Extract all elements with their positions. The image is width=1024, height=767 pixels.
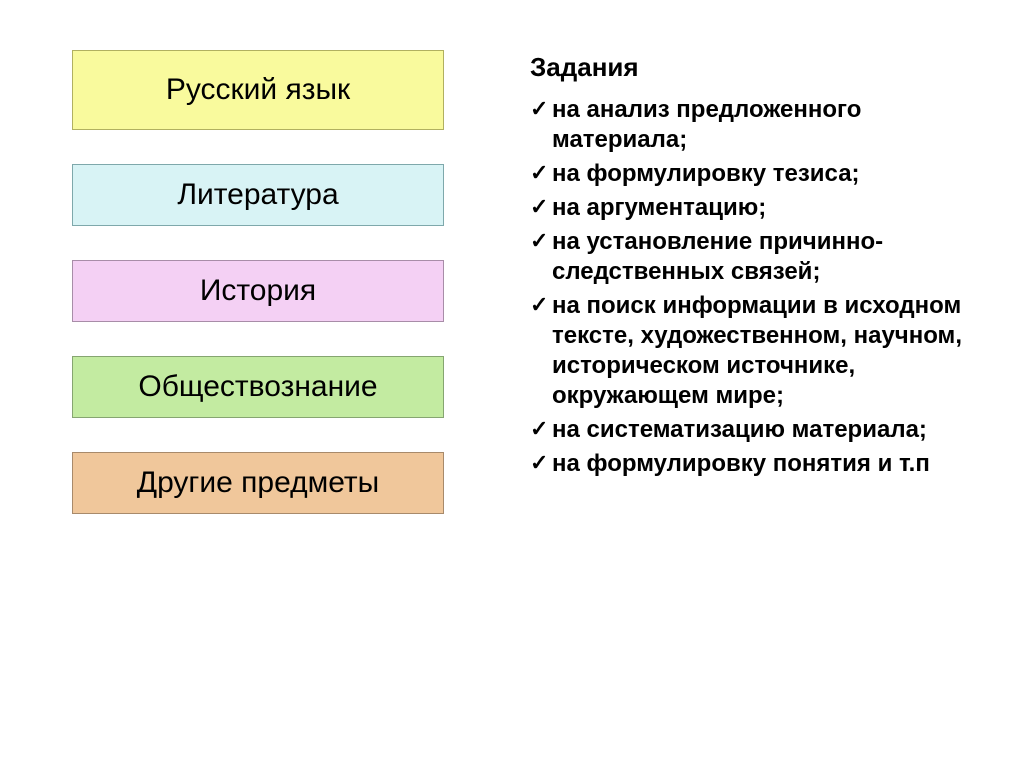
subject-box-other: Другие предметы <box>72 452 444 514</box>
subject-box-social: Обществознание <box>72 356 444 418</box>
subject-box-russian: Русский язык <box>72 50 444 130</box>
tasks-title: Задания <box>530 52 974 83</box>
task-item: на установление причинно-следственных св… <box>530 227 974 287</box>
task-item: на поиск информации в исходном тексте, х… <box>530 291 974 411</box>
task-item: на систематизацию материала; <box>530 415 974 445</box>
task-item: на анализ предложенного материала; <box>530 95 974 155</box>
task-item: на аргументацию; <box>530 193 974 223</box>
subject-box-literature: Литература <box>72 164 444 226</box>
task-item: на формулировку понятия и т.п <box>530 449 974 479</box>
task-item: на формулировку тезиса; <box>530 159 974 189</box>
tasks-list: на анализ предложенного материала; на фо… <box>530 95 974 479</box>
subjects-column: Русский язык Литература История Общество… <box>0 0 500 767</box>
subject-box-history: История <box>72 260 444 322</box>
tasks-column: Задания на анализ предложенного материал… <box>500 0 1024 767</box>
